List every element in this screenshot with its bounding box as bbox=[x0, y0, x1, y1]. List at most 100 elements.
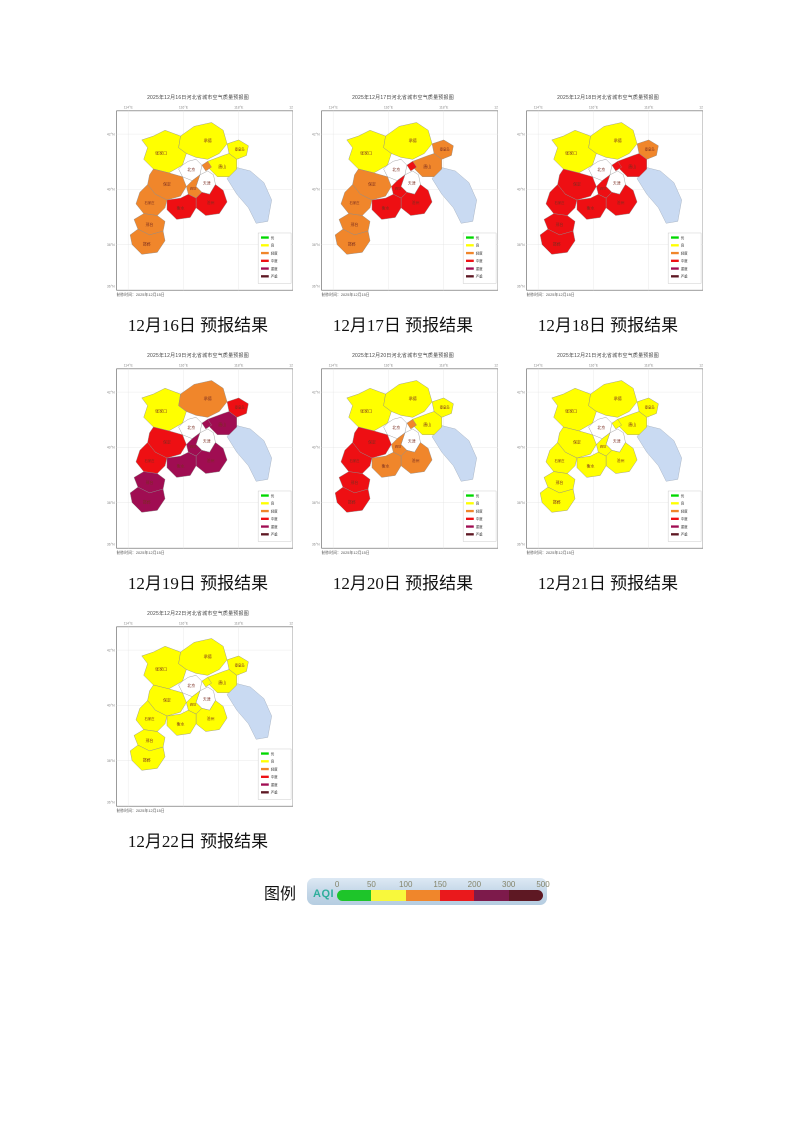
region-chengde bbox=[383, 380, 433, 418]
legend-swatch-excellent bbox=[261, 236, 269, 239]
axis-tick-left: 38°N bbox=[517, 243, 525, 247]
legend-label-good: 良 bbox=[271, 759, 275, 764]
aqi-tick: 150 bbox=[433, 879, 447, 889]
city-label-tianjin: 天津 bbox=[613, 181, 621, 186]
map-inner-legend bbox=[257, 748, 292, 800]
region-hengshui bbox=[576, 451, 607, 478]
city-label-cangzhou: 沧州 bbox=[207, 458, 215, 463]
legend-swatch-severe bbox=[466, 275, 474, 278]
city-label-langfang: 廊坊 bbox=[600, 443, 606, 448]
legend-swatch-heavy bbox=[671, 525, 679, 528]
axis-tick-top: 116°E bbox=[179, 105, 189, 109]
sea-area bbox=[431, 424, 477, 482]
axis-tick-left: 38°N bbox=[312, 243, 320, 247]
aqi-scale-ticks: 0 50 100 150 200 300 500 bbox=[335, 879, 550, 889]
legend-label-moderate: 中度 bbox=[271, 516, 278, 521]
sea-area bbox=[636, 166, 682, 224]
region-baoding bbox=[147, 684, 187, 717]
legend-label-light: 轻度 bbox=[271, 250, 278, 255]
axis-tick-top: 114°E bbox=[124, 363, 134, 367]
map-note: 制作时间：2025年12月15日 bbox=[117, 808, 165, 813]
sea-area bbox=[636, 424, 682, 482]
legend-label-moderate: 中度 bbox=[681, 258, 688, 263]
city-label-zhangjiakou: 张家口 bbox=[155, 407, 167, 413]
city-label-chengde: 承德 bbox=[204, 653, 212, 659]
map-cell: 2025年12月21日河北省城市空气质量预报图 114°E 116°E 118°E 1… bbox=[513, 352, 703, 600]
axis-tick-left: 38°N bbox=[517, 501, 525, 505]
city-label-handan: 邯郸 bbox=[348, 500, 356, 505]
city-label-beijing: 北京 bbox=[597, 167, 605, 172]
city-label-tangshan: 唐山 bbox=[218, 422, 226, 427]
map-title: 2025年12月21日河北省城市空气质量预报图 bbox=[557, 353, 659, 359]
axis-tick-top: 114°E bbox=[329, 105, 339, 109]
aqi-scale-label: AQI bbox=[313, 887, 335, 900]
map-cell: 2025年12月20日河北省城市空气质量预报图 114°E 116°E 118°E 1… bbox=[308, 352, 498, 600]
forecast-map: 114°E 116°E 118°E 120°E 42°N 40°N 38°N 36°N 张家口 承… bbox=[107, 363, 293, 555]
city-label-cangzhou: 沧州 bbox=[412, 458, 420, 463]
map-note: 制作时间：2025年12月15日 bbox=[117, 292, 165, 297]
region-tangshan bbox=[412, 153, 442, 177]
map-cell: 2025年12月18日河北省城市空气质量预报图 114°E 116°E 118°E 1… bbox=[513, 94, 703, 342]
axis-tick-top: 114°E bbox=[124, 105, 134, 109]
city-label-shijiazhuang: 石家庄 bbox=[145, 458, 156, 463]
legend-swatch-excellent bbox=[671, 236, 679, 239]
legend-swatch-heavy bbox=[261, 267, 269, 270]
legend-swatch-severe bbox=[671, 275, 679, 278]
map-inner-legend bbox=[667, 232, 702, 284]
city-label-tianjin: 天津 bbox=[408, 439, 416, 444]
city-label-beijing: 北京 bbox=[597, 425, 605, 430]
city-label-langfang: 廊坊 bbox=[190, 185, 196, 190]
forecast-map: 114°E 116°E 118°E 120°E 42°N 40°N 38°N 36°N 张家口 承… bbox=[107, 105, 293, 297]
legend-title: 图例 bbox=[264, 885, 297, 903]
legend-label-good: 良 bbox=[681, 243, 685, 248]
city-label-baoding: 保定 bbox=[573, 181, 581, 186]
axis-tick-top: 116°E bbox=[589, 105, 599, 109]
city-label-hengshui: 衡水 bbox=[587, 206, 595, 211]
legend-swatch-good bbox=[261, 502, 269, 505]
sea-area bbox=[431, 166, 477, 224]
region-tangshan bbox=[207, 153, 237, 177]
legend-label-moderate: 中度 bbox=[681, 516, 688, 521]
axis-tick-top: 118°E bbox=[234, 363, 244, 367]
region-chengde bbox=[178, 638, 228, 676]
axis-tick-top: 116°E bbox=[384, 105, 394, 109]
city-label-beijing: 北京 bbox=[187, 683, 195, 688]
axis-tick-top: 118°E bbox=[644, 105, 654, 109]
region-baoding bbox=[352, 426, 392, 459]
region-langfang_ex bbox=[201, 676, 212, 688]
legend-swatch-good bbox=[261, 760, 269, 763]
aqi-legend-row: 图例 AQI 0 50 100 150 200 300 500 bbox=[264, 878, 793, 905]
sea-area bbox=[226, 424, 272, 482]
legend-label-good: 良 bbox=[271, 243, 275, 248]
axis-tick-left: 42°N bbox=[517, 132, 525, 136]
region-tangshan bbox=[617, 153, 647, 177]
map-title: 2025年12月20日河北省城市空气质量预报图 bbox=[352, 353, 454, 359]
city-label-zhangjiakou: 张家口 bbox=[565, 149, 577, 155]
region-chengde bbox=[383, 122, 433, 160]
map-note: 制作时间：2025年12月15日 bbox=[322, 550, 370, 555]
axis-tick-top: 114°E bbox=[329, 363, 339, 367]
city-label-baoding: 保定 bbox=[368, 439, 376, 444]
axis-tick-left: 40°N bbox=[107, 704, 115, 708]
legend-swatch-heavy bbox=[261, 783, 269, 786]
map-title: 2025年12月17日河北省城市空气质量预报图 bbox=[352, 95, 454, 101]
legend-label-severe: 严重 bbox=[681, 532, 688, 537]
legend-label-good: 良 bbox=[476, 243, 480, 248]
city-label-chengde: 承德 bbox=[409, 395, 417, 401]
legend-swatch-moderate bbox=[671, 517, 679, 520]
city-label-baoding: 保定 bbox=[163, 181, 171, 186]
axis-tick-top: 114°E bbox=[534, 105, 544, 109]
map-caption: 12月19日 预报结果 bbox=[127, 574, 269, 593]
map-cell: 2025年12月19日河北省城市空气质量预报图 114°E 116°E 118°E 1… bbox=[103, 352, 293, 600]
map-inner-legend bbox=[257, 490, 292, 542]
city-label-hengshui: 衡水 bbox=[587, 464, 595, 469]
city-label-langfang: 廊坊 bbox=[190, 701, 196, 706]
region-handan bbox=[539, 228, 576, 255]
legend-label-light: 轻度 bbox=[271, 766, 278, 771]
region-handan bbox=[129, 486, 166, 513]
region-chengde bbox=[588, 122, 638, 160]
region-hengshui bbox=[371, 193, 402, 220]
city-label-langfang: 廊坊 bbox=[190, 443, 196, 448]
city-label-shijiazhuang: 石家庄 bbox=[145, 200, 156, 205]
